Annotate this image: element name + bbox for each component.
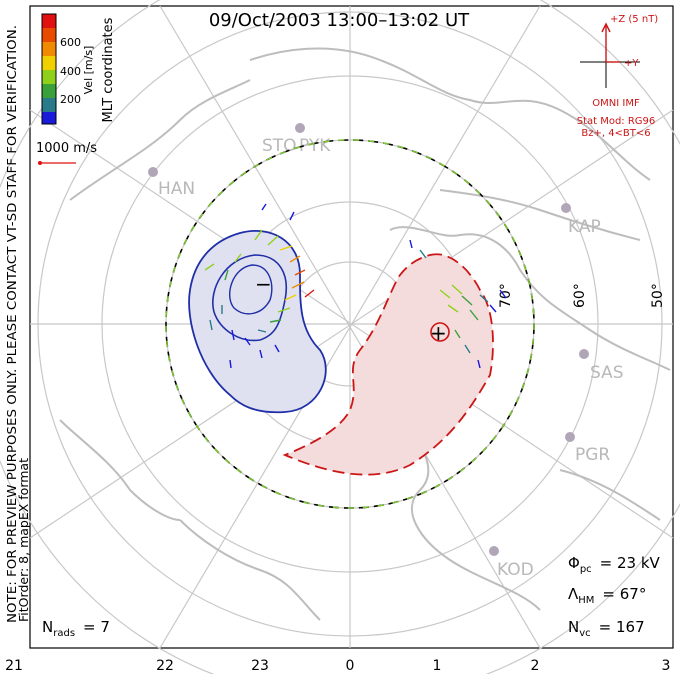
colorbar-tick-400: 400 — [60, 65, 81, 78]
preview-note: NOTE: FOR PREVIEW PURPOSES ONLY. PLEASE … — [4, 25, 19, 623]
station-labels: STO PYK HAN KAP SAS PGR KOD — [158, 136, 624, 580]
mlt-axis: 21 22 23 0 1 2 3 — [5, 658, 670, 674]
station-sas: SAS — [590, 363, 624, 383]
dusk-cell — [188, 230, 327, 414]
imf-y-label: +Y — [624, 58, 639, 69]
imf-z-label: +Z (5 nT) — [610, 14, 658, 25]
hm-boundary-green — [165, 139, 535, 509]
stat-phi: Φpc = 23 kV — [568, 554, 661, 575]
imf-model: Stat Mod: RG96 — [577, 116, 656, 127]
plot-frame — [29, 5, 674, 649]
stat-lambda: ΛHM = 67° — [568, 585, 646, 606]
stat-nvc: Nvc = 167 — [568, 618, 645, 639]
mlt-label-22: 22 — [156, 658, 174, 674]
dawn-cell — [282, 253, 494, 476]
station-kap: KAP — [568, 217, 601, 237]
station-markers — [148, 123, 589, 556]
ref-vector-label: 1000 m/s — [36, 141, 97, 156]
dusk-cell-inner — [212, 254, 287, 342]
mlt-label-3: 3 — [662, 658, 671, 674]
lat-60-label: 60° — [572, 283, 588, 308]
station-pyk: PYK — [299, 136, 331, 156]
min-potential-marker: − — [255, 272, 272, 296]
map-title: 09/Oct/2003 13:00–13:02 UT — [209, 10, 470, 31]
colorbar-tick-200: 200 — [60, 93, 81, 106]
lat-50-label: 50° — [650, 283, 666, 308]
velocity-vectors — [204, 203, 507, 369]
imf-clock — [580, 22, 640, 88]
imf-condition: Bz+, 4<BT<6 — [581, 128, 650, 139]
coastlines — [59, 47, 671, 621]
ref-vector-dot — [38, 161, 42, 165]
mlt-label-23: 23 — [251, 658, 269, 674]
svg-text:ΛHM= 67°: ΛHM = 67° — [568, 585, 646, 606]
max-potential-marker: + — [430, 321, 447, 345]
mlt-label-0: 0 — [346, 658, 355, 674]
svg-text:Nrads= 7: Nrads = 7 — [42, 618, 110, 639]
svg-text:Nvc= 167: Nvc = 167 — [568, 618, 645, 639]
mlt-label-21: 21 — [5, 658, 23, 674]
imf-source: OMNI IMF — [592, 98, 640, 109]
lat-70-label: 70° — [498, 283, 514, 308]
station-han: HAN — [158, 179, 195, 199]
colorbar-ticks: 600 400 200 — [60, 36, 81, 106]
dawn-cell-inner — [430, 322, 450, 342]
dusk-cell-inner2 — [229, 264, 273, 315]
coord-system-label: MLT coordinates — [101, 17, 116, 122]
fit-order-note: FitOrder: 8, mapEX format — [16, 458, 31, 622]
mlt-label-2: 2 — [531, 658, 540, 674]
mlt-label-1: 1 — [433, 658, 442, 674]
svg-text:Φpc= 23 kV: Φpc = 23 kV — [568, 554, 661, 575]
latitude-labels: 70° 60° 50° — [498, 283, 666, 308]
colorbar-tick-600: 600 — [60, 36, 81, 49]
station-kod: KOD — [497, 560, 534, 580]
colorbar — [41, 13, 57, 125]
stat-nrads: Nrads = 7 — [42, 618, 110, 639]
colorbar-label: Vel [m/s] — [82, 46, 95, 95]
station-pgr: PGR — [575, 445, 610, 465]
station-sto: STO — [262, 136, 297, 156]
